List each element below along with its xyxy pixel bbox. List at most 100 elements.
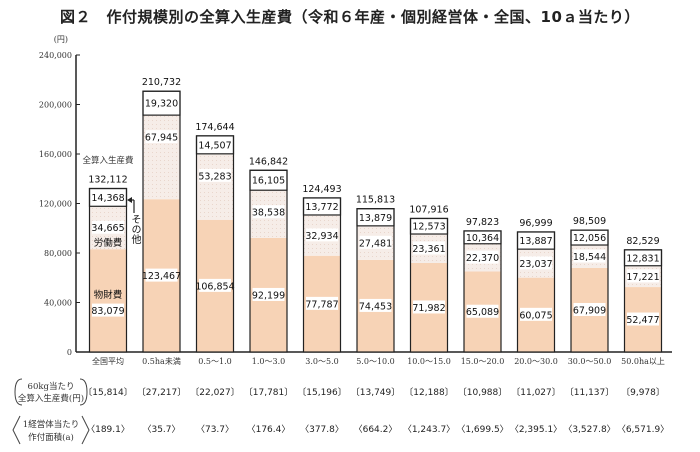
data-label: 106,854 bbox=[195, 281, 234, 292]
row-60kg-cost: 〔27,217〕 bbox=[137, 387, 187, 398]
row-60kg-cost: 〔22,027〕 bbox=[190, 387, 240, 398]
total-label: 146,842 bbox=[249, 156, 288, 167]
data-label-bg bbox=[466, 250, 499, 264]
data-label-bg bbox=[627, 312, 659, 326]
row-area: 〈176.4〉 bbox=[247, 424, 291, 435]
bar-segment-labor bbox=[196, 153, 234, 220]
row-area: 〈73.7〉 bbox=[196, 424, 234, 435]
data-label-bg bbox=[92, 303, 124, 317]
x-tick-label: 30.0～50.0 bbox=[568, 357, 612, 366]
data-label: 67,945 bbox=[145, 133, 178, 144]
data-label-bg bbox=[252, 287, 285, 301]
data-label: 60,075 bbox=[519, 310, 552, 321]
bar-outline bbox=[142, 90, 181, 353]
data-label-bg bbox=[199, 168, 231, 182]
bar-outline bbox=[302, 197, 342, 353]
y-tick-label: 240,000 bbox=[39, 51, 72, 60]
data-label: 83,079 bbox=[91, 306, 124, 317]
data-label: 38,538 bbox=[252, 208, 285, 219]
data-label-bg bbox=[466, 304, 499, 318]
data-label-bg bbox=[413, 241, 445, 255]
data-label: 14,507 bbox=[198, 140, 231, 151]
data-label: 34,665 bbox=[91, 223, 124, 234]
row-60kg-cost: 〔10,988〕 bbox=[458, 387, 508, 398]
data-label: 52,477 bbox=[626, 315, 659, 326]
row-60kg-cost: 〔13,749〕 bbox=[351, 387, 401, 398]
bracket-right bbox=[79, 378, 88, 406]
row1-label: 60kg当たり bbox=[28, 381, 75, 392]
y-tick-label: 120,000 bbox=[39, 200, 72, 209]
total-label: 96,999 bbox=[519, 218, 552, 229]
data-label: 53,283 bbox=[198, 171, 231, 182]
bar-outline bbox=[195, 135, 235, 353]
row-area: 〈3,527.8〉 bbox=[563, 424, 615, 435]
data-label-bg bbox=[306, 228, 338, 242]
row-area: 〈377.8〉 bbox=[300, 424, 344, 435]
data-label: 13,887 bbox=[519, 236, 552, 247]
series-label-labor: 労働費 bbox=[94, 237, 123, 249]
x-tick-label: 20.0～30.0 bbox=[514, 357, 558, 366]
data-label: 23,361 bbox=[412, 244, 445, 255]
data-label: 22,370 bbox=[466, 253, 499, 264]
data-label-bg bbox=[145, 130, 178, 144]
row-60kg-cost: 〔9,978〕 bbox=[621, 387, 665, 398]
bar-outline bbox=[570, 229, 609, 353]
bar-outline bbox=[249, 169, 288, 353]
row1-label: 全算入生産費(円) bbox=[18, 393, 84, 404]
data-label: 12,056 bbox=[573, 233, 606, 244]
row-60kg-cost: 〔15,196〕 bbox=[297, 387, 347, 398]
data-label: 13,772 bbox=[305, 202, 338, 213]
total-caption: 全算入生産費 bbox=[82, 155, 134, 166]
data-label-bg bbox=[520, 256, 552, 270]
data-label-bg bbox=[145, 268, 178, 282]
data-label-bg bbox=[413, 300, 445, 314]
series-label-material: 物財費 bbox=[94, 289, 123, 301]
x-tick-label: 0.5～1.0 bbox=[198, 357, 231, 366]
row-60kg-cost: 〔15,814〕 bbox=[83, 387, 133, 398]
x-tick-label: 1.0～3.0 bbox=[252, 357, 285, 366]
data-label: 27,481 bbox=[359, 238, 392, 249]
total-label: 82,529 bbox=[626, 236, 659, 247]
row-area: 〈189.1〉 bbox=[86, 424, 130, 435]
row-60kg-cost: 〔11,137〕 bbox=[565, 387, 615, 398]
bar-outline bbox=[409, 217, 449, 353]
data-label: 14,368 bbox=[91, 193, 124, 204]
data-label: 12,573 bbox=[412, 222, 445, 233]
row2-label: 1経営体当たり bbox=[23, 419, 79, 430]
total-label: 107,916 bbox=[409, 204, 448, 215]
y-tick-label: 0 bbox=[67, 348, 72, 357]
data-label: 77,787 bbox=[305, 299, 338, 310]
row-area: 〈1,243.7〉 bbox=[403, 424, 455, 435]
x-tick-label: 0.5ha未満 bbox=[142, 356, 181, 366]
y-tick-label: 160,000 bbox=[39, 150, 72, 159]
bar-outline bbox=[88, 187, 128, 353]
bar-outline bbox=[463, 230, 502, 353]
total-label: 132,112 bbox=[88, 175, 127, 186]
total-label: 98,509 bbox=[573, 216, 606, 227]
angle-right bbox=[81, 415, 90, 445]
row-60kg-cost: 〔12,188〕 bbox=[404, 387, 454, 398]
total-label: 97,823 bbox=[466, 217, 499, 228]
chart-title: 図２ 作付規模別の全算入生産費（令和６年産・個別経営体・全国、10ａ当たり） bbox=[60, 8, 640, 26]
data-label: 12,831 bbox=[626, 253, 659, 264]
data-label: 65,089 bbox=[466, 307, 499, 318]
y-axis-unit: (円) bbox=[54, 35, 68, 44]
data-label: 10,364 bbox=[466, 233, 499, 244]
total-label: 174,644 bbox=[195, 122, 234, 133]
data-label-bg bbox=[359, 235, 392, 249]
bar-outline bbox=[516, 231, 556, 353]
x-tick-label: 5.0～10.0 bbox=[356, 357, 395, 366]
data-label: 32,934 bbox=[305, 231, 338, 242]
y-tick-label: 40,000 bbox=[44, 299, 72, 308]
row-area: 〈6,571.9〉 bbox=[617, 424, 669, 435]
bar-segment-labor bbox=[143, 115, 180, 200]
other-annotation: その他 bbox=[129, 214, 140, 244]
data-label: 74,453 bbox=[359, 301, 392, 312]
bracket-left bbox=[14, 378, 23, 406]
row-area: 〈2,395.1〉 bbox=[510, 424, 562, 435]
data-label-bg bbox=[359, 298, 392, 312]
data-label: 16,105 bbox=[252, 176, 285, 187]
data-label: 123,467 bbox=[142, 271, 181, 282]
